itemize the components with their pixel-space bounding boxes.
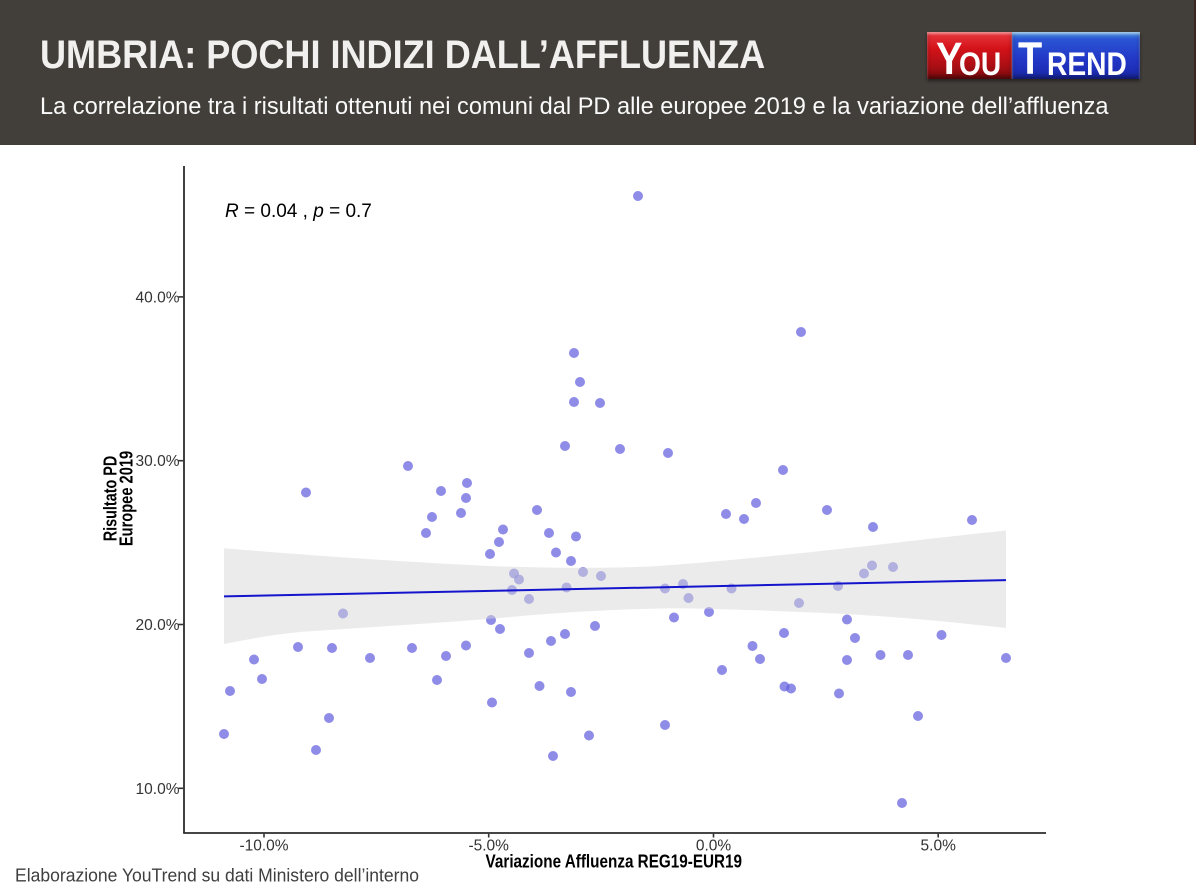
svg-text:5.0%: 5.0% <box>921 837 957 854</box>
svg-text:Variazione Affluenza REG19-EUR: Variazione Affluenza REG19-EUR19 <box>486 851 743 871</box>
svg-text:-5.0%: -5.0% <box>468 837 509 854</box>
svg-text:40.0%: 40.0% <box>136 289 180 306</box>
svg-text:Elaborazione YouTrend su dati: Elaborazione YouTrend su dati Ministero … <box>15 865 419 886</box>
svg-text:20.0%: 20.0% <box>136 617 180 634</box>
svg-text:-10.0%: -10.0% <box>239 837 288 854</box>
svg-text:Europee 2019: Europee 2019 <box>116 451 136 546</box>
svg-text:R = 0.04 , p = 0.7: R = 0.04 , p = 0.7 <box>225 201 372 222</box>
svg-text:10.0%: 10.0% <box>136 781 180 798</box>
svg-text:0.0%: 0.0% <box>696 837 732 854</box>
svg-text:30.0%: 30.0% <box>136 453 180 470</box>
svg-text:Risultato PD: Risultato PD <box>100 456 120 542</box>
